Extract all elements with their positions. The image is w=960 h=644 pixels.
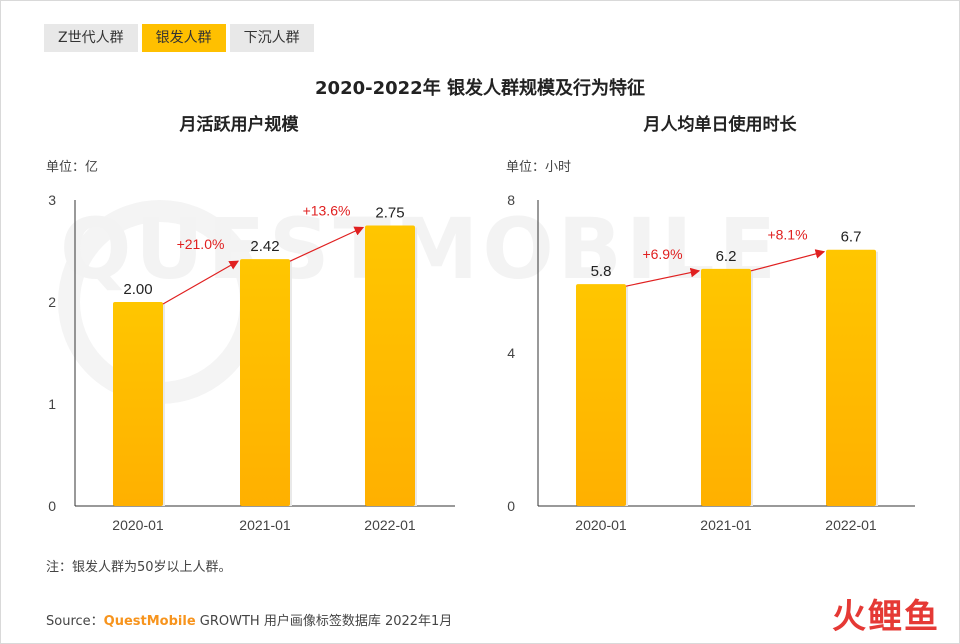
source-prefix: Source： xyxy=(46,614,104,629)
bar-value-label: 2.00 xyxy=(123,281,152,298)
source-line: Source：QuestMobile GROWTH 用户画像标签数据库 2022… xyxy=(46,610,452,629)
bar xyxy=(701,268,751,506)
source-rest: GROWTH 用户画像标签数据库 2022年1月 xyxy=(195,614,453,629)
bar xyxy=(240,259,290,506)
chart-2: 0 4 8 5.8 2020-01 6.2 2021-01 6.7 2022-01 +6.9% +8… xyxy=(507,192,915,533)
bar-value-label: 5.8 xyxy=(591,263,612,280)
y-tick-label: 3 xyxy=(48,192,56,208)
bar xyxy=(826,249,876,506)
growth-arrow xyxy=(162,260,240,305)
tab-gen-z[interactable]: Z世代人群 xyxy=(44,24,138,52)
bar-value-label: 6.7 xyxy=(841,229,862,246)
y-tick-label: 1 xyxy=(48,396,56,412)
growth-arrow xyxy=(625,267,701,287)
bar-value-label: 2.42 xyxy=(250,238,279,255)
y-tick-label: 0 xyxy=(48,498,56,514)
growth-label: +6.9% xyxy=(642,246,682,262)
main-title: 2020-2022年 银发人群规模及行为特征 xyxy=(315,78,645,99)
tab-silver[interactable]: 银发人群 xyxy=(141,24,226,52)
bar-value-label: 2.75 xyxy=(375,205,404,222)
bar xyxy=(576,284,626,506)
chart-1-title: 月活跃用户规模 xyxy=(179,115,299,135)
x-tick-label: 2021-01 xyxy=(239,517,291,533)
y-tick-label: 4 xyxy=(507,345,515,361)
x-tick-label: 2020-01 xyxy=(575,517,627,533)
growth-arrow xyxy=(289,226,365,262)
growth-label: +13.6% xyxy=(303,203,351,219)
x-tick-label: 2021-01 xyxy=(700,517,752,533)
x-tick-label: 2022-01 xyxy=(364,517,416,533)
bar-value-label: 6.2 xyxy=(716,248,737,265)
tab-bar: Z世代人群 银发人群 下沉人群 xyxy=(44,24,314,52)
y-tick-label: 2 xyxy=(48,294,56,310)
growth-label: +8.1% xyxy=(767,227,807,243)
x-tick-label: 2022-01 xyxy=(825,517,877,533)
chart-1-unit: 单位：亿 xyxy=(46,160,99,175)
bar xyxy=(365,225,415,506)
x-tick-label: 2020-01 xyxy=(112,517,164,533)
chart-2-unit: 单位：小时 xyxy=(506,160,572,175)
tab-lower-tier[interactable]: 下沉人群 xyxy=(229,24,314,52)
watermark-text: QUESTMOBILE xyxy=(60,200,780,298)
growth-label: +21.0% xyxy=(177,236,225,252)
chart-2-title: 月人均单日使用时长 xyxy=(643,115,797,135)
y-tick-label: 0 xyxy=(507,498,515,514)
y-tick-label: 8 xyxy=(507,192,515,208)
bar xyxy=(113,302,163,506)
source-brand: QuestMobile xyxy=(103,614,196,629)
brand-logo: 火鲤鱼 xyxy=(832,597,940,637)
chart-1: 0 1 2 3 2.00 2020-01 2.42 2021-01 2.75 2022-01 +21… xyxy=(48,192,455,533)
growth-arrow xyxy=(750,249,826,272)
footnote: 注：银发人群为50岁以上人群。 xyxy=(46,560,232,575)
